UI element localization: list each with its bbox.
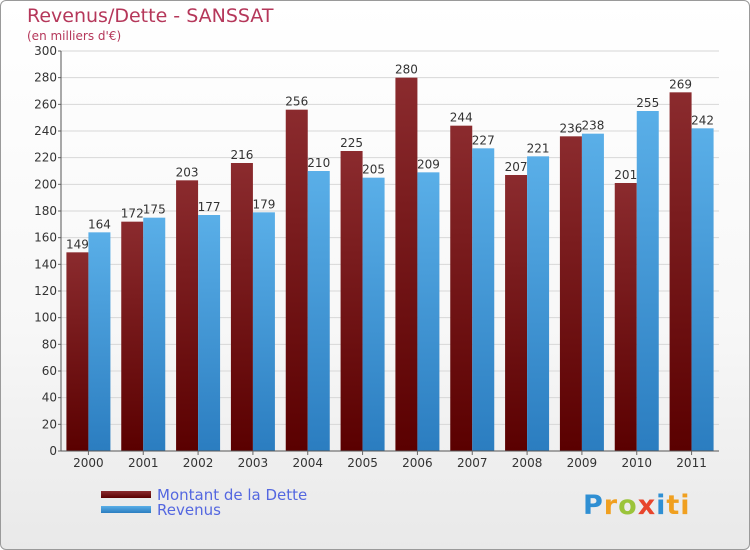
bar-dette <box>395 77 418 452</box>
bar-revenus <box>417 172 440 452</box>
bar-revenus <box>472 148 495 452</box>
x-tick-label: 2008 <box>512 456 543 470</box>
data-label: 242 <box>691 113 714 127</box>
x-tick-label: 2011 <box>676 456 707 470</box>
y-tick-label: 100 <box>34 311 57 325</box>
data-label: 177 <box>198 200 221 214</box>
data-label: 172 <box>121 207 144 221</box>
bar-dette <box>285 109 308 452</box>
data-label: 255 <box>636 96 659 110</box>
data-label: 149 <box>66 237 89 251</box>
bar-revenus <box>581 133 604 451</box>
legend-label-dette: Montant de la Dette <box>157 485 308 504</box>
x-tick-label: 2005 <box>347 456 378 470</box>
bar-revenus <box>252 212 275 451</box>
y-tick-label: 200 <box>34 177 57 191</box>
x-tick-label: 2007 <box>457 456 488 470</box>
bar-dette <box>669 92 692 451</box>
bar-revenus <box>143 217 166 451</box>
y-tick-label: 140 <box>34 257 57 271</box>
y-tick-label: 40 <box>42 391 57 405</box>
bar-revenus <box>362 177 385 451</box>
bar-revenus <box>198 215 221 451</box>
bar-dette <box>230 163 253 451</box>
data-label: 269 <box>669 77 692 91</box>
bar-dette <box>614 183 637 451</box>
legend-item-revenus: Revenus <box>101 500 307 519</box>
x-tick-label: 2002 <box>183 456 214 470</box>
data-label: 203 <box>176 165 199 179</box>
x-tick-label: 2003 <box>238 456 269 470</box>
bar-revenus <box>691 128 714 451</box>
y-tick-label: 160 <box>34 231 57 245</box>
x-tick-label: 2001 <box>128 456 159 470</box>
y-tick-label: 180 <box>34 204 57 218</box>
y-tick-label: 220 <box>34 151 57 165</box>
bar-dette <box>505 175 528 451</box>
bar-dette <box>340 151 363 451</box>
bar-revenus <box>636 111 659 451</box>
x-tick-label: 2009 <box>567 456 598 470</box>
data-label: 256 <box>285 95 308 109</box>
bar-dette <box>559 136 582 452</box>
data-label: 227 <box>472 133 495 147</box>
y-tick-label: 300 <box>34 44 57 58</box>
data-label: 236 <box>559 121 582 135</box>
x-tick-label: 2006 <box>402 456 433 470</box>
data-label: 201 <box>614 168 637 182</box>
data-label: 179 <box>252 197 275 211</box>
x-tick-label: 2000 <box>73 456 104 470</box>
data-label: 225 <box>340 136 363 150</box>
data-label: 238 <box>581 119 604 133</box>
y-tick-label: 240 <box>34 124 57 138</box>
data-label: 207 <box>505 160 528 174</box>
y-tick-label: 0 <box>49 444 57 458</box>
data-label: 244 <box>450 111 473 125</box>
data-label: 210 <box>307 156 330 170</box>
bar-revenus <box>307 171 330 451</box>
data-label: 280 <box>395 63 418 77</box>
bar-revenus <box>88 232 111 451</box>
bar-dette <box>66 252 89 451</box>
y-tick-label: 80 <box>42 337 57 351</box>
x-tick-label: 2010 <box>621 456 652 470</box>
chart-subtitle: (en milliers d'€) <box>27 29 122 43</box>
x-tick-label: 2004 <box>292 456 323 470</box>
legend-swatch-revenus <box>101 506 151 513</box>
proxiti-logo: Proxiti <box>583 490 691 521</box>
y-tick-label: 120 <box>34 284 57 298</box>
legend-swatch-dette <box>101 491 151 498</box>
y-tick-label: 280 <box>34 71 57 85</box>
y-tick-label: 20 <box>42 417 57 431</box>
data-label: 209 <box>417 157 440 171</box>
y-tick-label: 260 <box>34 97 57 111</box>
data-label: 221 <box>527 141 550 155</box>
bar-revenus <box>527 156 550 452</box>
legend-item-dette: Montant de la Dette <box>101 485 308 504</box>
chart-legend: Montant de la Dette Revenus <box>101 485 308 519</box>
data-label: 175 <box>143 203 166 217</box>
data-label: 205 <box>362 163 385 177</box>
data-label: 164 <box>88 217 111 231</box>
y-tick-label: 60 <box>42 364 57 378</box>
legend-label-revenus: Revenus <box>157 500 221 519</box>
bar-dette <box>121 221 144 451</box>
bar-dette <box>176 180 199 452</box>
chart-title: Revenus/Dette - SANSSAT <box>27 5 274 27</box>
data-label: 216 <box>230 148 253 162</box>
bar-dette <box>450 125 473 452</box>
